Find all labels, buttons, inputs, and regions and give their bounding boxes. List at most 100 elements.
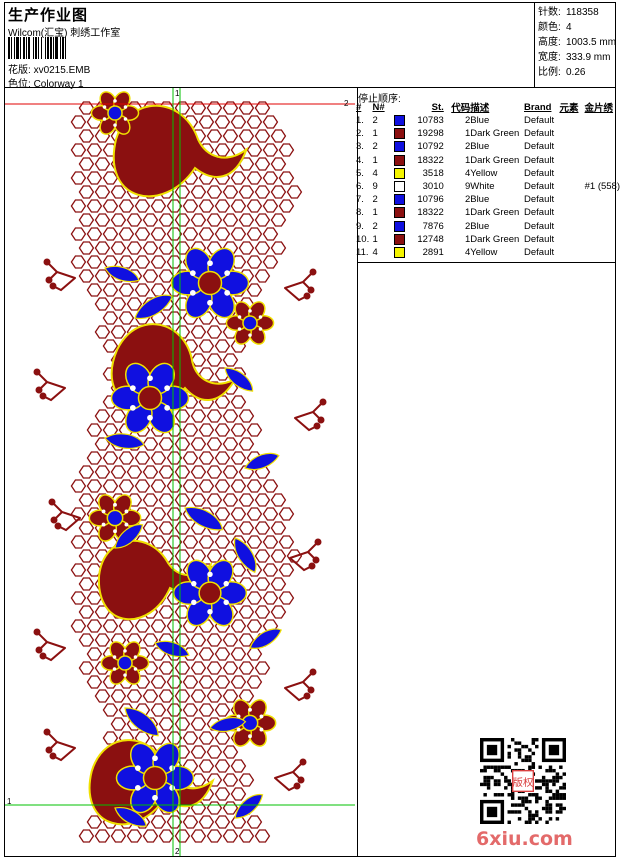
row-needle: 2: [372, 114, 406, 127]
row-index: 11.: [356, 246, 369, 258]
col-header-sequin: 金片绣: [584, 103, 614, 114]
row-sequin: [585, 246, 620, 259]
row-stitches: 19298: [417, 128, 444, 140]
row-code: 9: [464, 181, 471, 193]
colorway-label: 色位:: [8, 79, 31, 90]
colorway-value: Colorway 1: [33, 79, 84, 90]
row-element: [559, 154, 584, 167]
table-bottom-line: [357, 262, 616, 263]
panel-divider: [357, 87, 358, 857]
row-sequin: [585, 220, 620, 233]
color-swatch: [394, 128, 406, 140]
row-brand: Default: [524, 194, 555, 206]
color-swatch: [394, 246, 406, 258]
row-brand: Default: [524, 207, 555, 219]
col-header-needle: N#: [372, 101, 385, 113]
row-sequin: [585, 127, 620, 140]
row-description: Yellow: [470, 246, 498, 258]
row-element: [559, 193, 584, 206]
row-description: Blue: [470, 194, 490, 206]
row-index: 10.: [356, 233, 370, 245]
row-stitches: 3518: [422, 167, 444, 179]
row-sequin: #1 (558): [584, 181, 620, 193]
barcode-icon: [8, 37, 66, 59]
row-code: 1: [464, 128, 471, 140]
row-element: [559, 127, 584, 140]
row-brand: Default: [524, 154, 555, 166]
row-brand: Default: [524, 233, 555, 245]
guide-label: 2: [175, 847, 180, 856]
row-brand: Default: [524, 141, 555, 153]
row-brand: Default: [524, 181, 555, 193]
row-description: Yellow: [470, 167, 498, 179]
row-index: 3.: [356, 141, 364, 153]
row-element: [559, 220, 584, 233]
row-index: 6.: [356, 181, 364, 193]
row-index: 2.: [356, 128, 364, 140]
row-brand: Default: [524, 220, 555, 232]
row-description: Blue: [470, 115, 490, 127]
row-code: 1: [464, 207, 471, 219]
col-header-brand: Brand: [524, 101, 552, 113]
row-element: [559, 246, 584, 259]
color-swatch: [394, 220, 406, 232]
row-stitches: 3010: [422, 181, 444, 193]
col-header-index: #: [356, 101, 362, 113]
table-row: 9. 2 7876 2 Blue Default: [356, 220, 620, 233]
row-stitches: 10792: [417, 141, 444, 153]
table-row: 2. 1 19298 1 Dark Green Default: [356, 127, 620, 140]
row-needle: 1: [372, 233, 406, 246]
table-row: 5. 4 3518 4 Yellow Default: [356, 167, 620, 180]
watermark: 6xiu.com: [476, 828, 573, 850]
svg-text:版权: 版权: [513, 776, 534, 789]
row-needle: 1: [372, 154, 406, 167]
row-stitches: 10783: [417, 115, 444, 127]
row-code: 2: [464, 220, 471, 232]
page-title: 生产作业图: [8, 7, 89, 24]
row-index: 8.: [356, 207, 364, 219]
table-row: 6. 9 3010 9 White Default #1 (558): [356, 180, 620, 193]
row-sequin: [585, 114, 620, 127]
row-needle: 4: [372, 167, 406, 180]
row-description: Dark Green: [470, 154, 520, 166]
row-description: Dark Green: [470, 233, 520, 245]
row-stitches: 18322: [417, 154, 444, 166]
stat-colors: 颜色: 4: [538, 22, 572, 33]
row-brand: Default: [524, 115, 555, 127]
row-stitches: 7876: [422, 220, 444, 232]
table-row: 7. 2 10796 2 Blue Default: [356, 193, 620, 206]
row-code: 1: [464, 154, 471, 166]
row-needle: 4: [372, 246, 406, 259]
color-swatch: [394, 181, 406, 193]
col-header-stitches: St.: [431, 101, 444, 113]
row-code: 4: [464, 246, 471, 258]
guide-label: 1: [175, 89, 180, 98]
sheet-frame: [4, 2, 616, 857]
stats-divider: [534, 2, 535, 87]
row-code: 1: [464, 233, 471, 245]
header-divider: [4, 87, 616, 88]
row-index: 4.: [356, 154, 364, 166]
row-stitches: 10796: [417, 194, 444, 206]
stop-sequence-table: # N# St. 代码 描述 Brand 元素 金片绣 1. 2 10783 2 Blu…: [356, 100, 620, 259]
row-description: White: [470, 181, 495, 193]
color-swatch: [394, 154, 406, 166]
row-stitches: 18322: [417, 207, 444, 219]
embroidery-design-preview: 1 2 1 2: [5, 88, 355, 856]
stop-sequence-title: 停止顺序:: [358, 94, 401, 105]
table-row: 3. 2 10792 2 Blue Default: [356, 140, 620, 153]
row-description: Blue: [470, 141, 490, 153]
row-brand: Default: [524, 167, 555, 179]
row-sequin: [585, 233, 620, 246]
color-swatch: [394, 141, 406, 153]
stat-height: 高度: 1003.5 mm: [538, 37, 617, 48]
row-needle: 9: [372, 180, 406, 193]
col-header-code: 代码: [451, 103, 471, 114]
table-row: 1. 2 10783 2 Blue Default: [356, 114, 620, 127]
row-sequin: [585, 140, 620, 153]
design-file-row: 花版: xv0215.EMB: [8, 61, 90, 76]
row-code: 4: [464, 167, 471, 179]
table-header-row: # N# St. 代码 描述 Brand 元素 金片绣: [356, 100, 620, 115]
row-element: [559, 206, 584, 219]
table-row: 4. 1 18322 1 Dark Green Default: [356, 154, 620, 167]
